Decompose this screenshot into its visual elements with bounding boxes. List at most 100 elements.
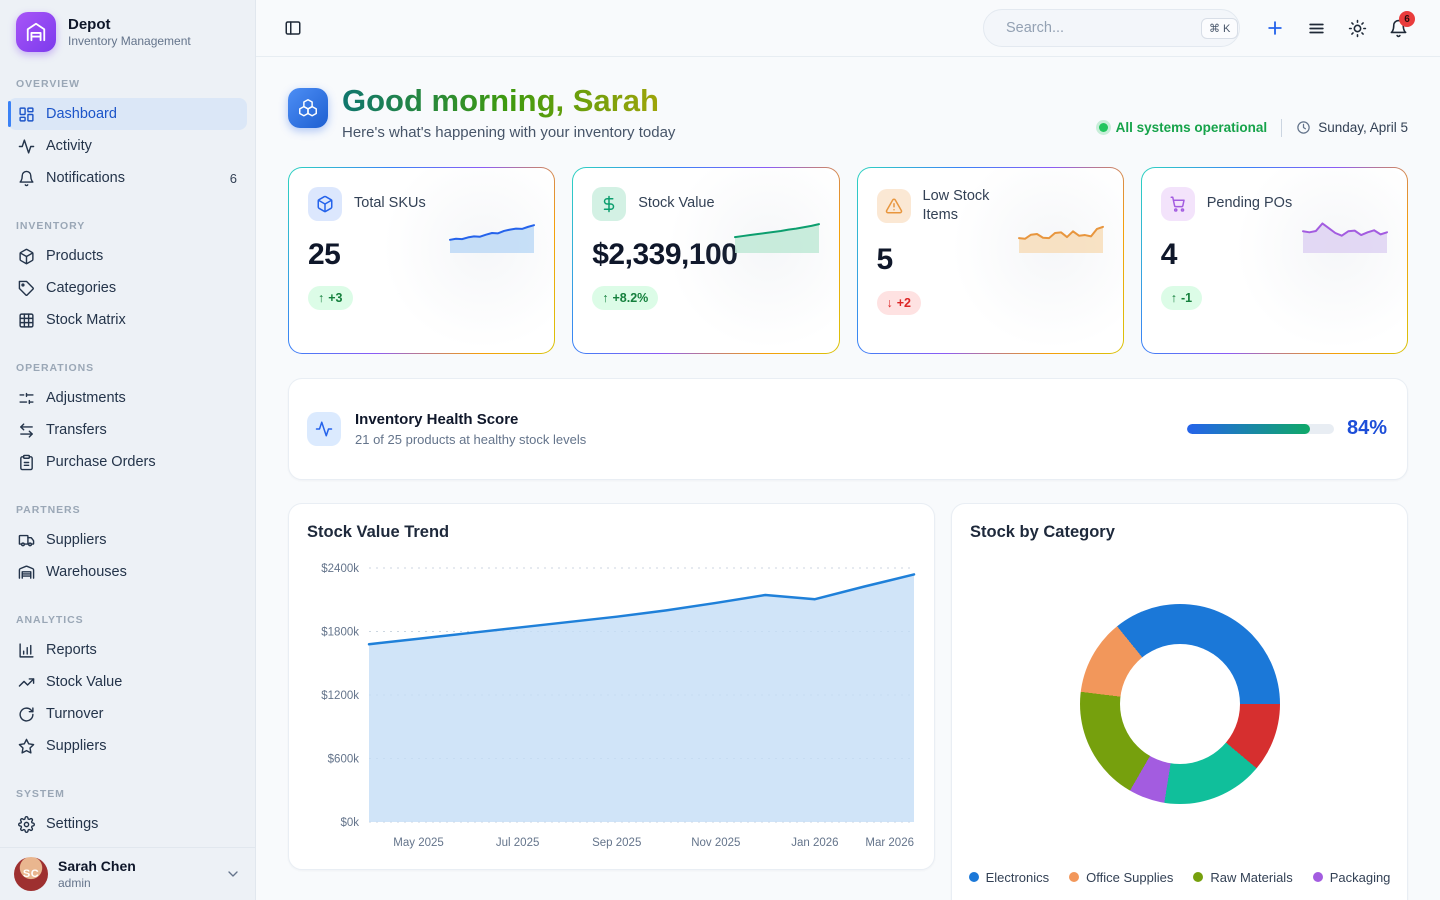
- sidebar-item-label: Reports: [46, 642, 97, 658]
- sidebar-item-label: Adjustments: [46, 390, 126, 406]
- svg-text:Jul 2025: Jul 2025: [496, 837, 539, 849]
- sparkline: [733, 208, 821, 254]
- legend-dot: [1313, 872, 1323, 882]
- sparkline: [448, 208, 536, 254]
- grid-table-icon: [18, 312, 35, 329]
- notification-count-badge: 6: [1399, 11, 1415, 27]
- sidebar-item-suppliers-analytics[interactable]: Suppliers: [8, 730, 247, 762]
- sidebar-item-products[interactable]: Products: [8, 240, 247, 272]
- legend-dot: [969, 872, 979, 882]
- svg-text:$2400k: $2400k: [321, 563, 359, 575]
- inventory-health-card: Inventory Health Score 21 of 25 products…: [288, 378, 1408, 480]
- notifications-count: 6: [230, 171, 237, 186]
- sidebar-item-label: Transfers: [46, 422, 107, 438]
- section-label-inventory: INVENTORY: [16, 220, 239, 232]
- trend-arrow-icon: ↑: [318, 291, 324, 305]
- sidebar-item-settings[interactable]: Settings: [8, 808, 247, 840]
- legend-item: Electronics: [969, 870, 1050, 885]
- donut-chart[interactable]: [1080, 604, 1280, 804]
- sidebar-item-label: Stock Value: [46, 674, 122, 690]
- sidebar-item-categories[interactable]: Categories: [8, 272, 247, 304]
- sidebar-item-activity[interactable]: Activity: [8, 130, 247, 162]
- sidebar-item-turnover[interactable]: Turnover: [8, 698, 247, 730]
- user-menu[interactable]: SC Sarah Chen admin: [0, 847, 255, 900]
- svg-text:May 2025: May 2025: [393, 837, 444, 849]
- sidebar-item-reports[interactable]: Reports: [8, 634, 247, 666]
- sidebar-item-adjustments[interactable]: Adjustments: [8, 382, 247, 414]
- section-label-analytics: ANALYTICS: [16, 614, 239, 626]
- stat-label: Low Stock Items: [923, 187, 1019, 226]
- sidebar-item-label: Activity: [46, 138, 92, 154]
- date-text: Sunday, April 5: [1318, 120, 1408, 135]
- sidebar-item-suppliers[interactable]: Suppliers: [8, 524, 247, 556]
- sidebar-item-stock-value[interactable]: Stock Value: [8, 666, 247, 698]
- boxes-icon: [288, 88, 328, 128]
- sidebar-item-dashboard[interactable]: Dashboard: [8, 98, 247, 130]
- stat-card-stock-value[interactable]: Stock Value $2,339,100 ↑+8.2%: [572, 167, 839, 354]
- sidebar-toggle-button[interactable]: [275, 10, 311, 46]
- add-button[interactable]: [1257, 10, 1293, 46]
- search-input[interactable]: [1006, 20, 1193, 36]
- menu-button[interactable]: [1298, 10, 1334, 46]
- health-progress-bar: [1187, 424, 1334, 434]
- stat-card-pending-pos[interactable]: Pending POs 4 ↑-1: [1141, 167, 1408, 354]
- legend-label: Electronics: [986, 870, 1050, 885]
- sidebar-item-label: Suppliers: [46, 532, 106, 548]
- app-title: Depot: [68, 16, 191, 35]
- legend-dot: [1069, 872, 1079, 882]
- sidebar: Depot Inventory Management OVERVIEW Dash…: [0, 0, 256, 900]
- sidebar-item-label: Purchase Orders: [46, 454, 156, 470]
- transfer-arrows-icon: [18, 422, 35, 439]
- hamburger-icon: [1307, 19, 1326, 38]
- trend-arrow-icon: ↓: [887, 296, 893, 310]
- sidebar-item-warehouses[interactable]: Warehouses: [8, 556, 247, 588]
- stat-delta-badge: ↓+2: [877, 291, 922, 315]
- sidebar-item-label: Dashboard: [46, 106, 117, 122]
- stat-card-low-stock[interactable]: Low Stock Items 5 ↓+2: [857, 167, 1124, 354]
- brand: Depot Inventory Management: [0, 0, 255, 64]
- stat-label: Stock Value: [638, 194, 714, 214]
- depot-logo-icon: [16, 12, 56, 52]
- sidebar-item-label: Settings: [46, 816, 98, 832]
- stats-row: Total SKUs 25 ↑+3 Stock Value $2,339,100…: [288, 167, 1408, 354]
- area-chart[interactable]: $0k$600k$1200k$1800k$2400kMay 2025Jul 20…: [305, 550, 918, 858]
- dashboard-icon: [18, 106, 35, 123]
- dollar-icon: [592, 187, 626, 221]
- clipboard-icon: [18, 454, 35, 471]
- page-title: Good morning, Sarah: [342, 83, 675, 119]
- divider: [1281, 119, 1282, 137]
- legend-item: Office Supplies: [1069, 870, 1173, 885]
- svg-text:$600k: $600k: [328, 753, 360, 765]
- plus-icon: [1265, 18, 1285, 38]
- notifications-button[interactable]: 6: [1380, 10, 1416, 46]
- legend-label: Raw Materials: [1210, 870, 1292, 885]
- search-bar[interactable]: ⌘ K: [983, 9, 1240, 47]
- pulse-icon: [307, 412, 341, 446]
- sidebar-item-stock-matrix[interactable]: Stock Matrix: [8, 304, 247, 336]
- legend-item: Packaging: [1313, 870, 1391, 885]
- chevron-down-icon: [225, 866, 241, 882]
- main-area: ⌘ K 6 Good morni: [256, 0, 1440, 900]
- chart-legend: Electronics Office Supplies Raw Materials P…: [968, 870, 1391, 885]
- health-progress-fill: [1187, 424, 1310, 434]
- section-label-system: SYSTEM: [16, 788, 239, 800]
- health-title: Inventory Health Score: [355, 411, 586, 428]
- stat-label: Pending POs: [1207, 194, 1292, 214]
- sidebar-item-label: Notifications: [46, 170, 125, 186]
- cart-icon: [1161, 187, 1195, 221]
- sidebar-item-purchase-orders[interactable]: Purchase Orders: [8, 446, 247, 478]
- bell-icon: [18, 170, 35, 187]
- user-role: admin: [58, 876, 136, 890]
- section-label-operations: OPERATIONS: [16, 362, 239, 374]
- theme-toggle-button[interactable]: [1339, 10, 1375, 46]
- gear-icon: [18, 816, 35, 833]
- stat-card-total-skus[interactable]: Total SKUs 25 ↑+3: [288, 167, 555, 354]
- truck-icon: [18, 532, 35, 549]
- sidebar-item-notifications[interactable]: Notifications 6: [8, 162, 247, 194]
- topbar: ⌘ K 6: [256, 0, 1440, 57]
- system-status: All systems operational: [1099, 120, 1268, 135]
- current-date: Sunday, April 5: [1296, 120, 1408, 135]
- sidebar-item-label: Turnover: [46, 706, 103, 722]
- sidebar-item-transfers[interactable]: Transfers: [8, 414, 247, 446]
- page-subtitle: Here's what's happening with your invent…: [342, 124, 675, 141]
